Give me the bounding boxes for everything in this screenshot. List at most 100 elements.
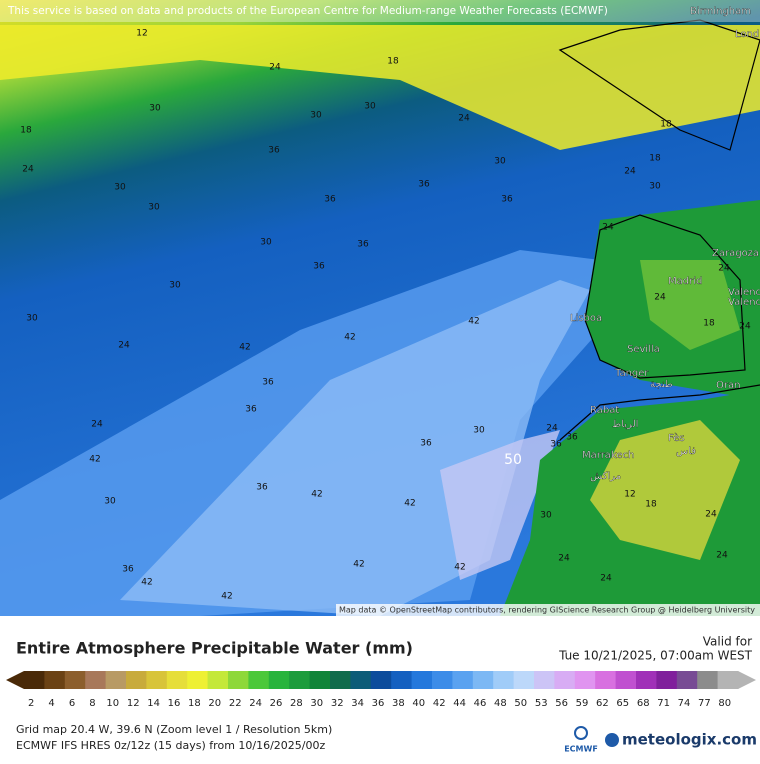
contour-label: 30: [473, 426, 485, 436]
place-label: Lisboa: [570, 313, 602, 324]
colorbar-tick-label: 32: [331, 698, 344, 709]
colorbar-swatch: [268, 671, 290, 689]
contour-label: 30: [114, 183, 126, 193]
contour-label: 24: [654, 293, 666, 303]
contour-label: 30: [540, 511, 552, 521]
contour-label: 42: [239, 343, 250, 353]
contour-label: 42: [404, 499, 415, 509]
colorbar-swatch: [126, 671, 147, 689]
colorbar-swatch: [146, 671, 168, 689]
ecmwf-icon: [574, 726, 588, 740]
colorbar-tick-label: 71: [657, 698, 670, 709]
contour-label: 30: [26, 314, 38, 324]
contour-label: 36: [501, 195, 513, 205]
place-label: Rabat: [590, 405, 619, 416]
contour-label: 24: [716, 551, 728, 561]
colorbar-tick-label: 59: [576, 698, 589, 709]
contour-label: 30: [149, 104, 161, 114]
colorbar-swatch: [554, 671, 576, 689]
contour-label: 36: [262, 378, 274, 388]
contour-label: 18: [703, 319, 715, 329]
place-label: Madrid: [668, 276, 702, 287]
contour-label: 30: [364, 102, 376, 112]
place-label: Birmingham: [690, 6, 751, 17]
colorbar-swatch: [350, 671, 372, 689]
valid-label: Valid for: [703, 635, 752, 649]
contour-label: 30: [104, 497, 116, 507]
colorbar-swatch: [472, 671, 494, 689]
contour-label: 30: [494, 157, 506, 167]
colorbar-tick-label: 30: [310, 698, 323, 709]
contour-label: 36: [245, 405, 257, 415]
colorbar-swatch: [370, 671, 392, 689]
colorbar-swatch: [330, 671, 351, 689]
colorbar-tick-label: 2: [28, 698, 34, 709]
colorbar-tick-label: 38: [392, 698, 405, 709]
colorbar-swatch: [595, 671, 617, 689]
contour-label: 30: [310, 111, 322, 121]
place-label: Lond: [735, 29, 759, 40]
colorbar-swatch: [85, 671, 107, 689]
contour-label: 24: [600, 574, 612, 584]
colorbar-swatch: [676, 671, 698, 689]
colorbar-tick-label: 65: [616, 698, 629, 709]
contour-label: 24: [22, 165, 34, 175]
ecmwf-logo: ECMWF: [564, 745, 598, 754]
place-label: Fès: [668, 432, 685, 444]
colorbar-tick-label: 24: [249, 698, 262, 709]
contour-label: 42: [221, 592, 232, 602]
attribution: This service is based on data and produc…: [7, 5, 608, 17]
colorbar-swatch: [574, 671, 596, 689]
map-credit: Map data © OpenStreetMap contributors, r…: [339, 606, 755, 615]
place-label: Sevilla: [627, 344, 660, 355]
contour-label: 18: [20, 126, 32, 136]
colorbar-swatch: [452, 671, 474, 689]
place-label: الرباط: [612, 419, 638, 430]
colorbar-high-arrow: [738, 671, 756, 689]
place-label: فاس: [676, 446, 696, 457]
contour-label: 24: [558, 554, 570, 564]
contour-label: 24: [269, 63, 281, 73]
place-label: مراكش: [590, 471, 621, 482]
colorbar-swatch: [656, 671, 678, 689]
map: This service is based on data and produc…: [0, 0, 760, 616]
contour-label: 30: [169, 281, 181, 291]
contour-label: 36: [268, 146, 280, 156]
contour-label: 42: [468, 317, 479, 327]
colorbar-tick-label: 8: [89, 698, 95, 709]
place-label: Oran: [716, 380, 740, 391]
colorbar-tick-label: 26: [270, 698, 283, 709]
colorbar-swatch: [534, 671, 555, 689]
contour-label: 42: [89, 455, 100, 465]
colorbar-tick-label: 42: [433, 698, 446, 709]
colorbar-swatch: [248, 671, 270, 689]
contour-label: 42: [141, 578, 152, 588]
colorbar-tick-label: 74: [678, 698, 691, 709]
place-label: Tanger: [614, 368, 649, 379]
valid-time: Tue 10/21/2025, 07:00am WEST: [558, 649, 753, 663]
colorbar-tick-label: 77: [698, 698, 711, 709]
contour-label: 18: [660, 120, 672, 130]
colorbar-tick-label: 14: [147, 698, 160, 709]
colorbar-tick-label: 28: [290, 698, 303, 709]
colorbar-swatch: [636, 671, 657, 689]
colorbar-tick-label: 62: [596, 698, 609, 709]
contour-label: 24: [602, 223, 614, 233]
colorbar-swatch: [289, 671, 311, 689]
colorbar-swatch: [166, 671, 188, 689]
brand: meteologix.com: [622, 731, 757, 749]
colorbar-tick-label: 4: [48, 698, 54, 709]
contour-label: 42: [311, 490, 322, 500]
contour-label: 36: [256, 483, 268, 493]
contour-label: 42: [344, 333, 355, 343]
brand-icon: [605, 733, 619, 747]
contour-label: 36: [420, 439, 432, 449]
colorbar-tick-label: 80: [718, 698, 731, 709]
colorbar-swatch: [493, 671, 515, 689]
place-label: طنجة: [650, 379, 673, 390]
colorbar-swatch: [228, 671, 249, 689]
colorbar-swatch: [309, 671, 331, 689]
place-label: Valenc: [728, 297, 760, 308]
contour-label: 24: [118, 341, 130, 351]
contour-label: 24: [705, 510, 717, 520]
